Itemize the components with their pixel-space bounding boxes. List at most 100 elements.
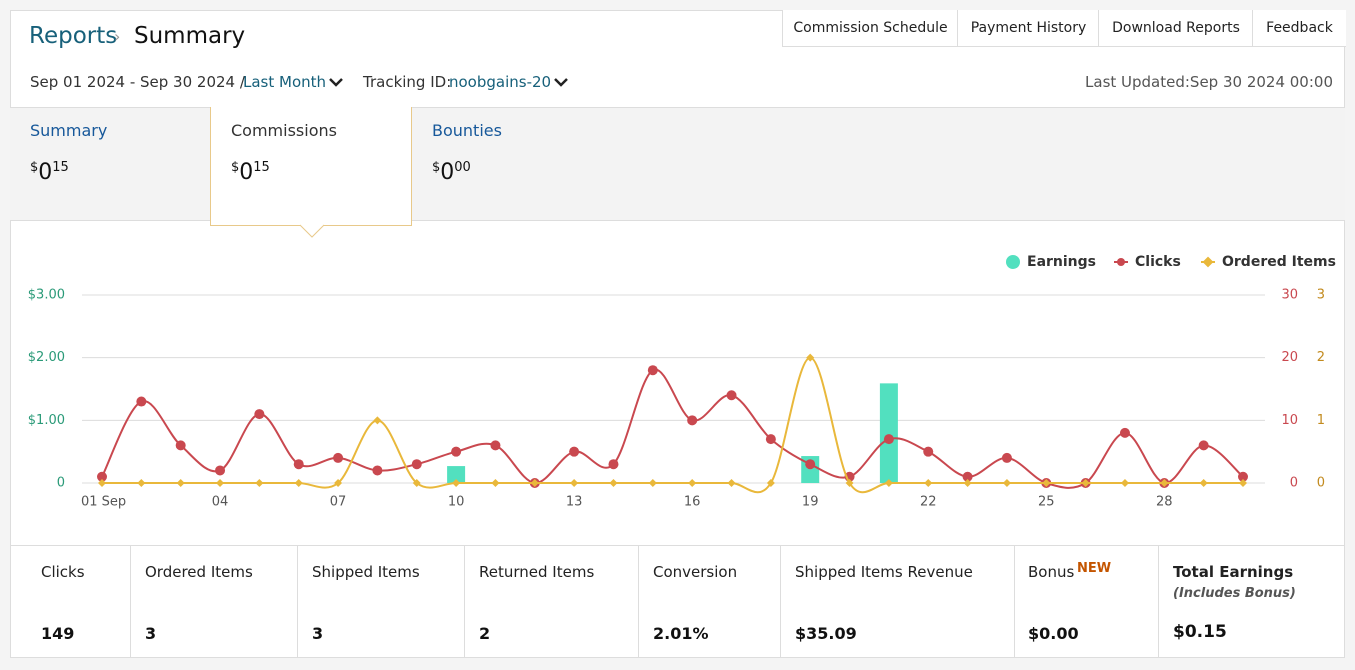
amount-fraction: 15 <box>52 160 69 175</box>
breadcrumb-link[interactable]: Reports <box>29 23 118 49</box>
point <box>452 479 461 487</box>
currency: $ <box>30 160 39 175</box>
point <box>216 479 225 487</box>
bar <box>447 466 466 483</box>
y-tick-label: $3.00 <box>28 288 65 303</box>
point <box>609 479 618 487</box>
stat-label: Total Earnings <box>1173 563 1294 581</box>
stat: Shipped Items 3 <box>297 546 465 658</box>
point <box>1120 479 1129 487</box>
amount-fraction: 00 <box>454 160 471 175</box>
amount-whole: 0 <box>440 160 455 185</box>
tab[interactable]: Commissions <box>231 121 337 140</box>
tab-amount: $015 <box>231 160 270 185</box>
point <box>334 479 343 487</box>
legend-swatch <box>1006 255 1020 269</box>
y2-tick-label: 20 <box>1281 350 1298 365</box>
point <box>962 471 973 482</box>
last-updated: Last Updated:Sep 30 2024 00:00 <box>1085 73 1333 91</box>
nav-button[interactable]: Feedback <box>1252 10 1346 47</box>
point <box>608 459 619 470</box>
x-tick-label: 13 <box>566 495 583 510</box>
nav-button[interactable]: Download Reports <box>1098 10 1253 47</box>
point <box>1001 452 1012 463</box>
amount-whole: 0 <box>239 160 254 185</box>
stat-value: 3 <box>145 624 157 643</box>
point <box>491 479 500 487</box>
x-tick-label: 01 Sep <box>81 495 126 510</box>
period-dropdown[interactable]: Last Month <box>243 73 327 91</box>
nav-button[interactable]: Payment History <box>957 10 1099 47</box>
x-tick-label: 25 <box>1038 495 1055 510</box>
point <box>176 479 185 487</box>
y2-tick-label: 30 <box>1281 288 1298 303</box>
stat-label: Shipped Items <box>312 563 420 581</box>
point <box>293 459 304 470</box>
stat: Shipped Items Revenue $35.09 <box>780 546 1015 658</box>
x-tick-label: 28 <box>1156 495 1173 510</box>
tab[interactable]: Summary <box>30 121 108 140</box>
tab-pointer <box>300 224 324 238</box>
breadcrumb-separator: › <box>114 27 121 46</box>
date-range: Sep 01 2024 - Sep 30 2024 / <box>30 73 245 91</box>
legend-label: Clicks <box>1135 254 1181 270</box>
x-tick-label: 16 <box>684 495 701 510</box>
stat-value: $0.00 <box>1028 624 1079 643</box>
y3-tick-label: 3 <box>1317 288 1325 303</box>
nav-button[interactable]: Commission Schedule <box>782 10 958 47</box>
point <box>845 479 854 487</box>
point <box>727 479 736 487</box>
y-tick-label: $1.00 <box>28 413 65 428</box>
point <box>1002 479 1011 487</box>
point <box>687 415 698 426</box>
stat-label: Shipped Items Revenue <box>795 563 973 581</box>
point <box>333 452 344 463</box>
point <box>451 446 462 457</box>
point <box>647 365 658 376</box>
currency: $ <box>231 160 240 175</box>
tracking-dropdown[interactable]: noobgains-20 <box>449 73 552 91</box>
x-tick-label: 04 <box>212 495 229 510</box>
new-badge: NEW <box>1077 561 1112 576</box>
y2-tick-label: 10 <box>1281 413 1298 428</box>
stat-value: 3 <box>312 624 324 643</box>
point <box>137 479 146 487</box>
point <box>1238 471 1248 482</box>
point <box>1042 479 1051 487</box>
tab-amount: $015 <box>30 160 69 185</box>
point <box>688 479 697 487</box>
point <box>569 446 580 457</box>
point <box>254 409 265 420</box>
point <box>255 479 264 487</box>
amount-whole: 0 <box>38 160 53 185</box>
stat-note: (Includes Bonus) <box>1173 586 1296 601</box>
active-tab <box>210 107 412 226</box>
legend-label: Ordered Items <box>1222 254 1336 270</box>
amount-fraction: 15 <box>253 160 270 175</box>
stat-value: 149 <box>41 624 75 643</box>
y2-tick-label: 0 <box>1290 476 1298 491</box>
stat-value: $35.09 <box>795 624 857 643</box>
point <box>765 434 776 445</box>
stat-label: Returned Items <box>479 563 595 581</box>
stat: Total Earnings (Includes Bonus) $0.15 <box>1158 546 1346 658</box>
point <box>530 479 539 487</box>
chart: 0 $1.00 $2.00 $3.00 0 10 20 30 0 1 2 3 01 Sep 04 07 10 1… <box>28 254 1336 510</box>
y3-tick-label: 2 <box>1317 350 1325 365</box>
point <box>490 440 501 451</box>
point <box>411 459 422 470</box>
x-tick-label: 22 <box>920 495 937 510</box>
point <box>963 479 972 487</box>
point <box>372 465 383 476</box>
point <box>373 416 382 425</box>
stat: Bonus NEW $0.00 <box>1014 546 1159 658</box>
point <box>570 479 579 487</box>
point <box>294 479 303 487</box>
point <box>1119 427 1130 438</box>
tab[interactable]: Bounties <box>432 121 502 140</box>
point <box>884 479 893 487</box>
stat: Conversion 2.01% <box>638 546 781 658</box>
x-tick-label: 19 <box>802 495 819 510</box>
stat: Returned Items 2 <box>464 546 639 658</box>
